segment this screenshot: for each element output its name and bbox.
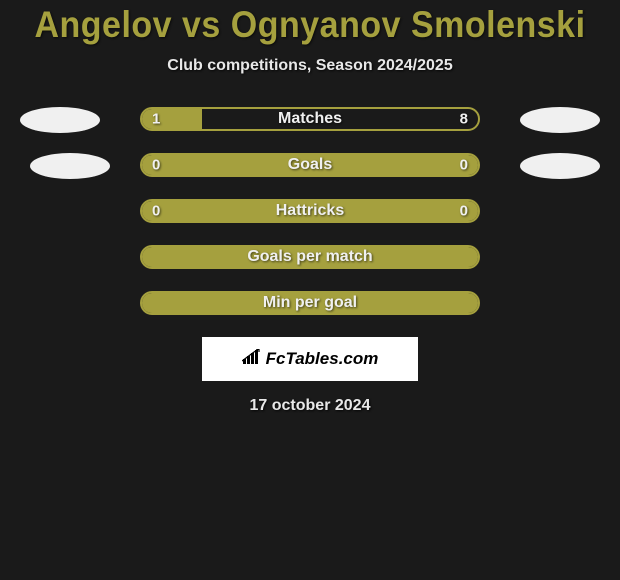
logo-text: FcTables.com [266, 349, 379, 369]
bar-chart-icon [242, 349, 262, 370]
stat-value-right: 0 [460, 157, 468, 174]
stat-value-left: 1 [152, 111, 160, 128]
stats-area: Matches18Goals00Hattricks00Goals per mat… [0, 107, 620, 315]
logo-box: FcTables.com [202, 337, 418, 381]
stat-row: Hattricks0 0 [0, 199, 620, 223]
stat-value-left: 0 [152, 157, 160, 174]
stat-label: Goals [142, 156, 478, 174]
stat-bar: Matches1 8 [140, 107, 480, 131]
stat-row: Min per goal [0, 291, 620, 315]
stat-value-right: 8 [460, 111, 468, 128]
stat-row: Goals per match [0, 245, 620, 269]
player-avatar-left [20, 107, 100, 133]
stat-value-right: 0 [460, 203, 468, 220]
stat-value-left: 0 [152, 203, 160, 220]
stat-label: Goals per match [142, 248, 478, 266]
stat-bar: Goals per match [140, 245, 480, 269]
date-line: 17 october 2024 [0, 397, 620, 415]
stat-label: Hattricks [142, 202, 478, 220]
stat-bar: Goals0 0 [140, 153, 480, 177]
stat-bar: Min per goal [140, 291, 480, 315]
stat-label: Matches [142, 110, 478, 128]
stat-label: Min per goal [142, 294, 478, 312]
page-title: Angelov vs Ognyanov Smolenski [0, 4, 620, 47]
player-avatar-right [520, 107, 600, 133]
page-subtitle: Club competitions, Season 2024/2025 [0, 57, 620, 75]
stat-bar: Hattricks0 0 [140, 199, 480, 223]
player-avatar-left [30, 153, 110, 179]
player-avatar-right [520, 153, 600, 179]
logo: FcTables.com [242, 349, 379, 370]
